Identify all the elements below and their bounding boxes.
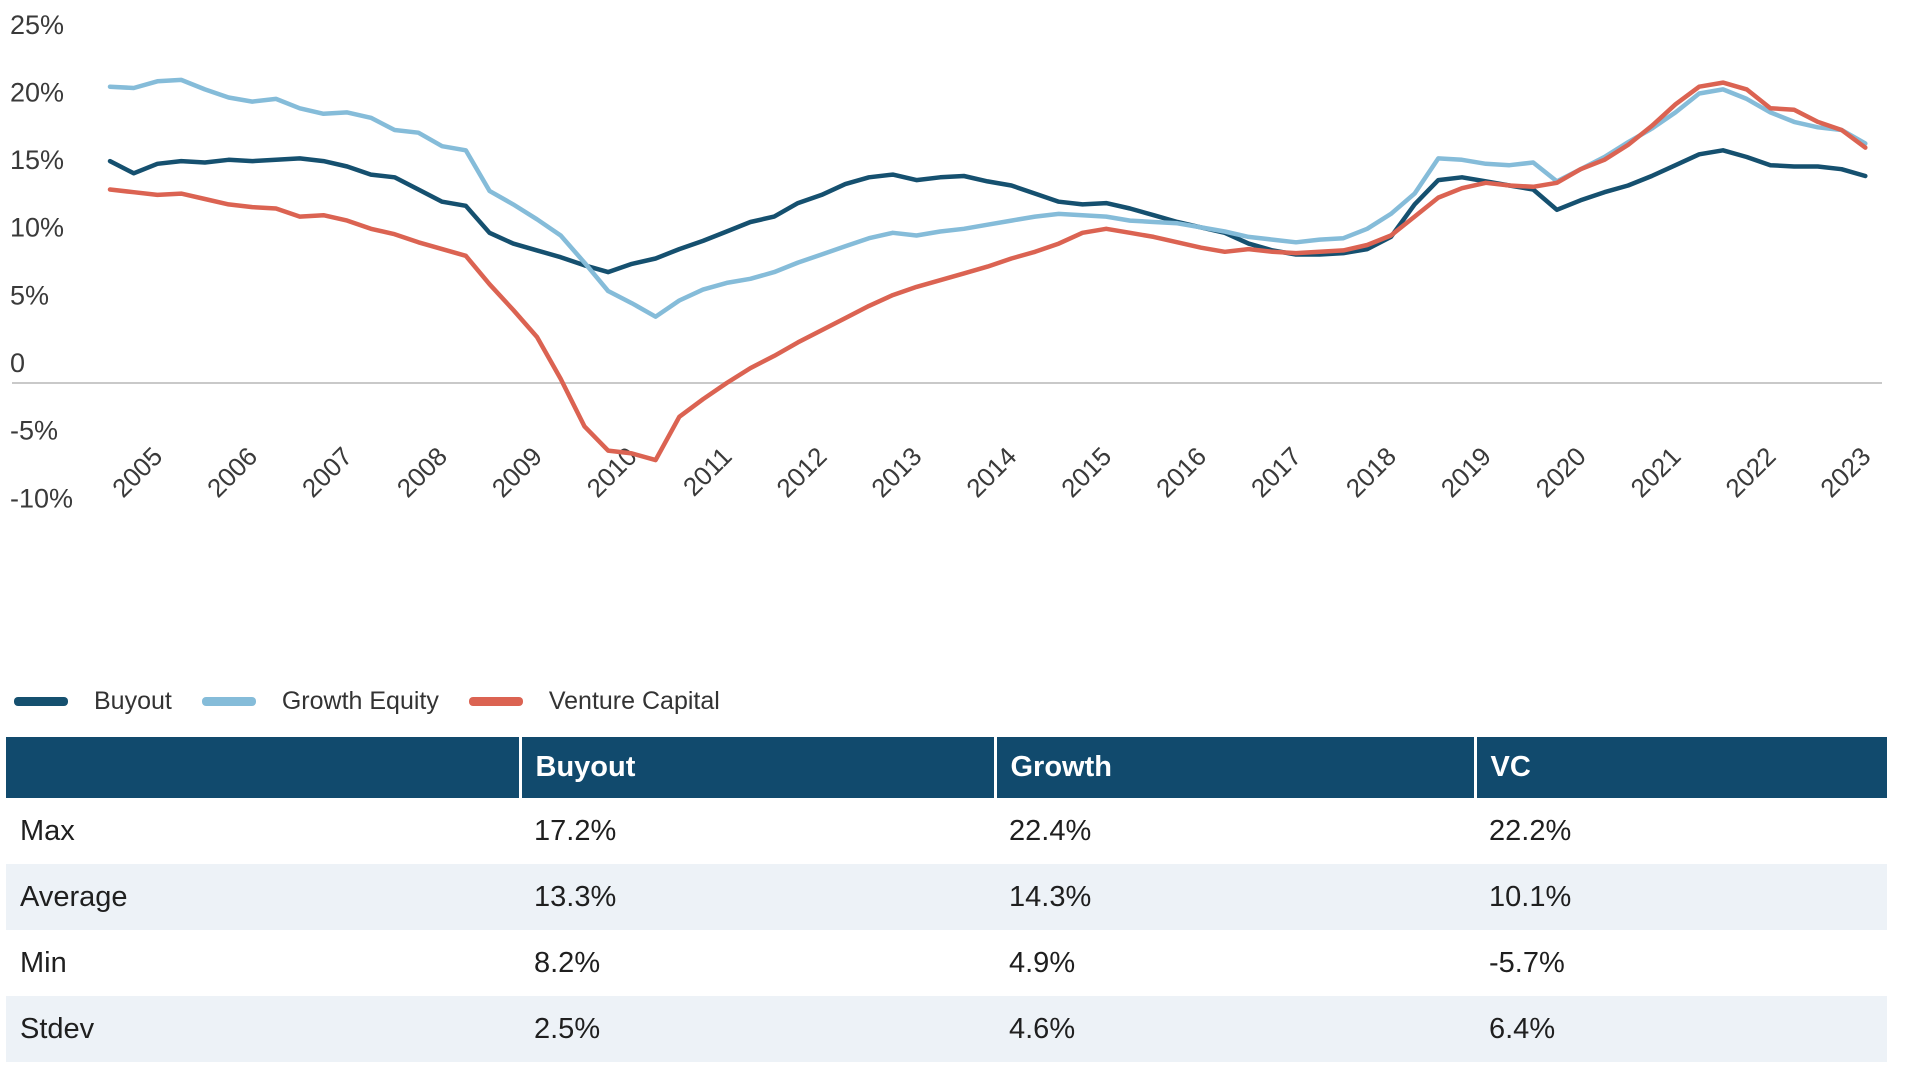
- x-axis-label-2006: 2006: [201, 441, 263, 503]
- max-buyout-value: 17.2%: [534, 814, 617, 847]
- x-axis-label-2005: 2005: [106, 441, 168, 503]
- x-axis-label-2016: 2016: [1150, 441, 1212, 503]
- x-axis-label-2020: 2020: [1530, 441, 1592, 503]
- summary-stats-table: Buyout Growth VC Max 17.2% 22.4% 22.2% A…: [6, 737, 1887, 1062]
- max-growth-value: 22.4%: [1009, 814, 1092, 847]
- x-axis-label-2009: 2009: [486, 441, 548, 503]
- x-axis-label-2007: 2007: [296, 441, 358, 503]
- y-axis-tick--5%: -5%: [10, 416, 58, 446]
- stdev-buyout-value: 2.5%: [520, 996, 995, 1062]
- row-label-max: Max: [20, 814, 75, 847]
- table-row-average: Average 13.3% 14.3% 10.1%: [6, 864, 1887, 930]
- x-axis-label-2012: 2012: [770, 441, 832, 503]
- y-axis-tick-0: 0: [10, 348, 25, 378]
- x-axis-label-2019: 2019: [1435, 441, 1497, 503]
- stdev-growth-value: 4.6%: [995, 996, 1475, 1062]
- legend-item-growth-equity: Growth Equity: [201, 686, 439, 716]
- series-line-buyout: [107, 148, 1868, 275]
- legend-item-buyout: Buyout: [14, 686, 172, 716]
- x-axis-label-2017: 2017: [1245, 441, 1307, 503]
- series-line-venture-capital: [107, 80, 1868, 463]
- average-growth-value: 14.3%: [995, 864, 1475, 930]
- x-axis-label-2011: 2011: [677, 441, 738, 502]
- average-buyout-value: 13.3%: [520, 864, 995, 930]
- x-axis-label-2018: 2018: [1340, 441, 1402, 503]
- y-axis-tick-20%: 20%: [10, 77, 64, 107]
- series-line-growth-equity: [107, 77, 1868, 319]
- row-label-average: Average: [6, 864, 520, 930]
- y-axis-tick-25%: 25%: [10, 10, 64, 40]
- x-axis-label-2023: 2023: [1814, 441, 1876, 503]
- average-vc-value: 10.1%: [1475, 864, 1887, 930]
- min-buyout-value: 8.2%: [534, 946, 601, 979]
- x-axis-label-2014: 2014: [960, 441, 1022, 503]
- legend-label-buyout: Buyout: [94, 687, 172, 715]
- header-cell-growth: Growth: [993, 737, 1475, 798]
- legend-label-venture-capital: Venture Capital: [548, 687, 720, 715]
- y-axis-tick-10%: 10%: [10, 213, 64, 243]
- table-header-row: Buyout Growth VC: [6, 737, 1887, 798]
- header-cell-buyout: Buyout: [518, 737, 995, 798]
- min-growth-value: 4.9%: [1009, 946, 1076, 979]
- legend-item-venture-capital: Venture Capital: [468, 686, 720, 716]
- y-axis-tick-15%: 15%: [10, 145, 64, 175]
- venture-capital-line-swatch-icon: [468, 696, 523, 706]
- returns-line-chart: 25% 20% 15% 10% 5% 0 -5% -10% 2005 2006 2007 2008 20…: [10, 10, 1882, 513]
- x-axis-label-2008: 2008: [391, 441, 453, 503]
- y-axis-tick--10%: -10%: [10, 483, 73, 513]
- y-axis-tick-5%: 5%: [10, 280, 49, 310]
- header-cell-vc: VC: [1473, 737, 1887, 798]
- header-cell-empty: [6, 737, 520, 798]
- table-row-stdev: Stdev 2.5% 4.6% 6.4%: [6, 996, 1887, 1062]
- min-vc-value: -5.7%: [1489, 946, 1565, 979]
- legend-label-growth-equity: Growth Equity: [281, 687, 439, 715]
- buyout-line-swatch-icon: [14, 696, 68, 706]
- stdev-vc-value: 6.4%: [1475, 996, 1887, 1062]
- row-label-stdev: Stdev: [6, 996, 520, 1062]
- table-row-max: Max 17.2% 22.4% 22.2%: [6, 798, 1887, 864]
- max-vc-value: 22.2%: [1489, 814, 1572, 847]
- table-row-min: Min 8.2% 4.9% -5.7%: [6, 930, 1887, 996]
- x-axis-label-2021: 2021: [1625, 441, 1687, 503]
- row-label-min: Min: [20, 946, 67, 979]
- x-axis-label-2013: 2013: [865, 441, 927, 503]
- growth-equity-line-swatch-icon: [201, 696, 256, 706]
- x-axis-label-2022: 2022: [1719, 441, 1781, 503]
- chart-legend: Buyout Growth Equity Venture Capital: [14, 686, 720, 716]
- x-axis-label-2015: 2015: [1055, 441, 1117, 503]
